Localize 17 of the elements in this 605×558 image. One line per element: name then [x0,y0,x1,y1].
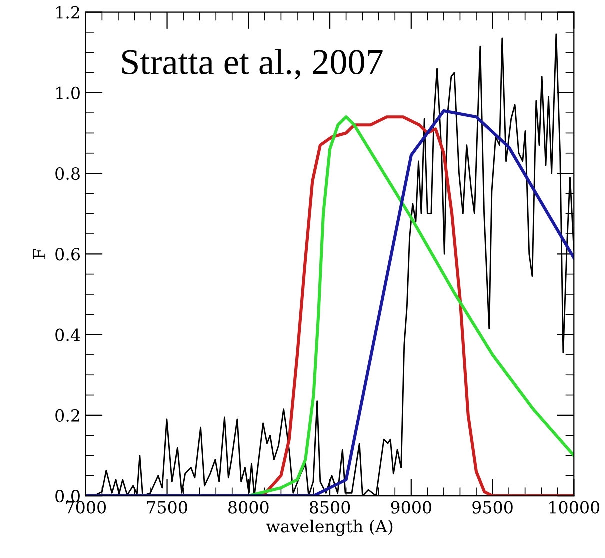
x-tick-label: 9500 [472,501,513,514]
y-tick-label: 0.4 [56,328,80,342]
y-tick-label: 0.6 [56,248,80,261]
y-tick-label: 1.2 [56,6,80,19]
x-tick-label: 8500 [310,501,350,514]
y-tick-label: 1.0 [56,86,80,100]
annotation: Stratta et al., 2007 [122,49,383,80]
y-tick-label: 0.8 [56,168,80,180]
x-tick-label: 7000 [66,501,106,514]
y-tick-label: 0.0 [56,490,80,503]
x-tick-label: 10000 [550,501,600,514]
x-axis-title: wavelength (A) [266,520,393,536]
y-axis-title: F [33,249,46,260]
x-tick-label: 7500 [147,501,188,514]
x-tick-label: 9000 [391,501,432,514]
y-tick-label: 0.2 [56,409,80,422]
x-tick-label: 8000 [228,501,269,514]
